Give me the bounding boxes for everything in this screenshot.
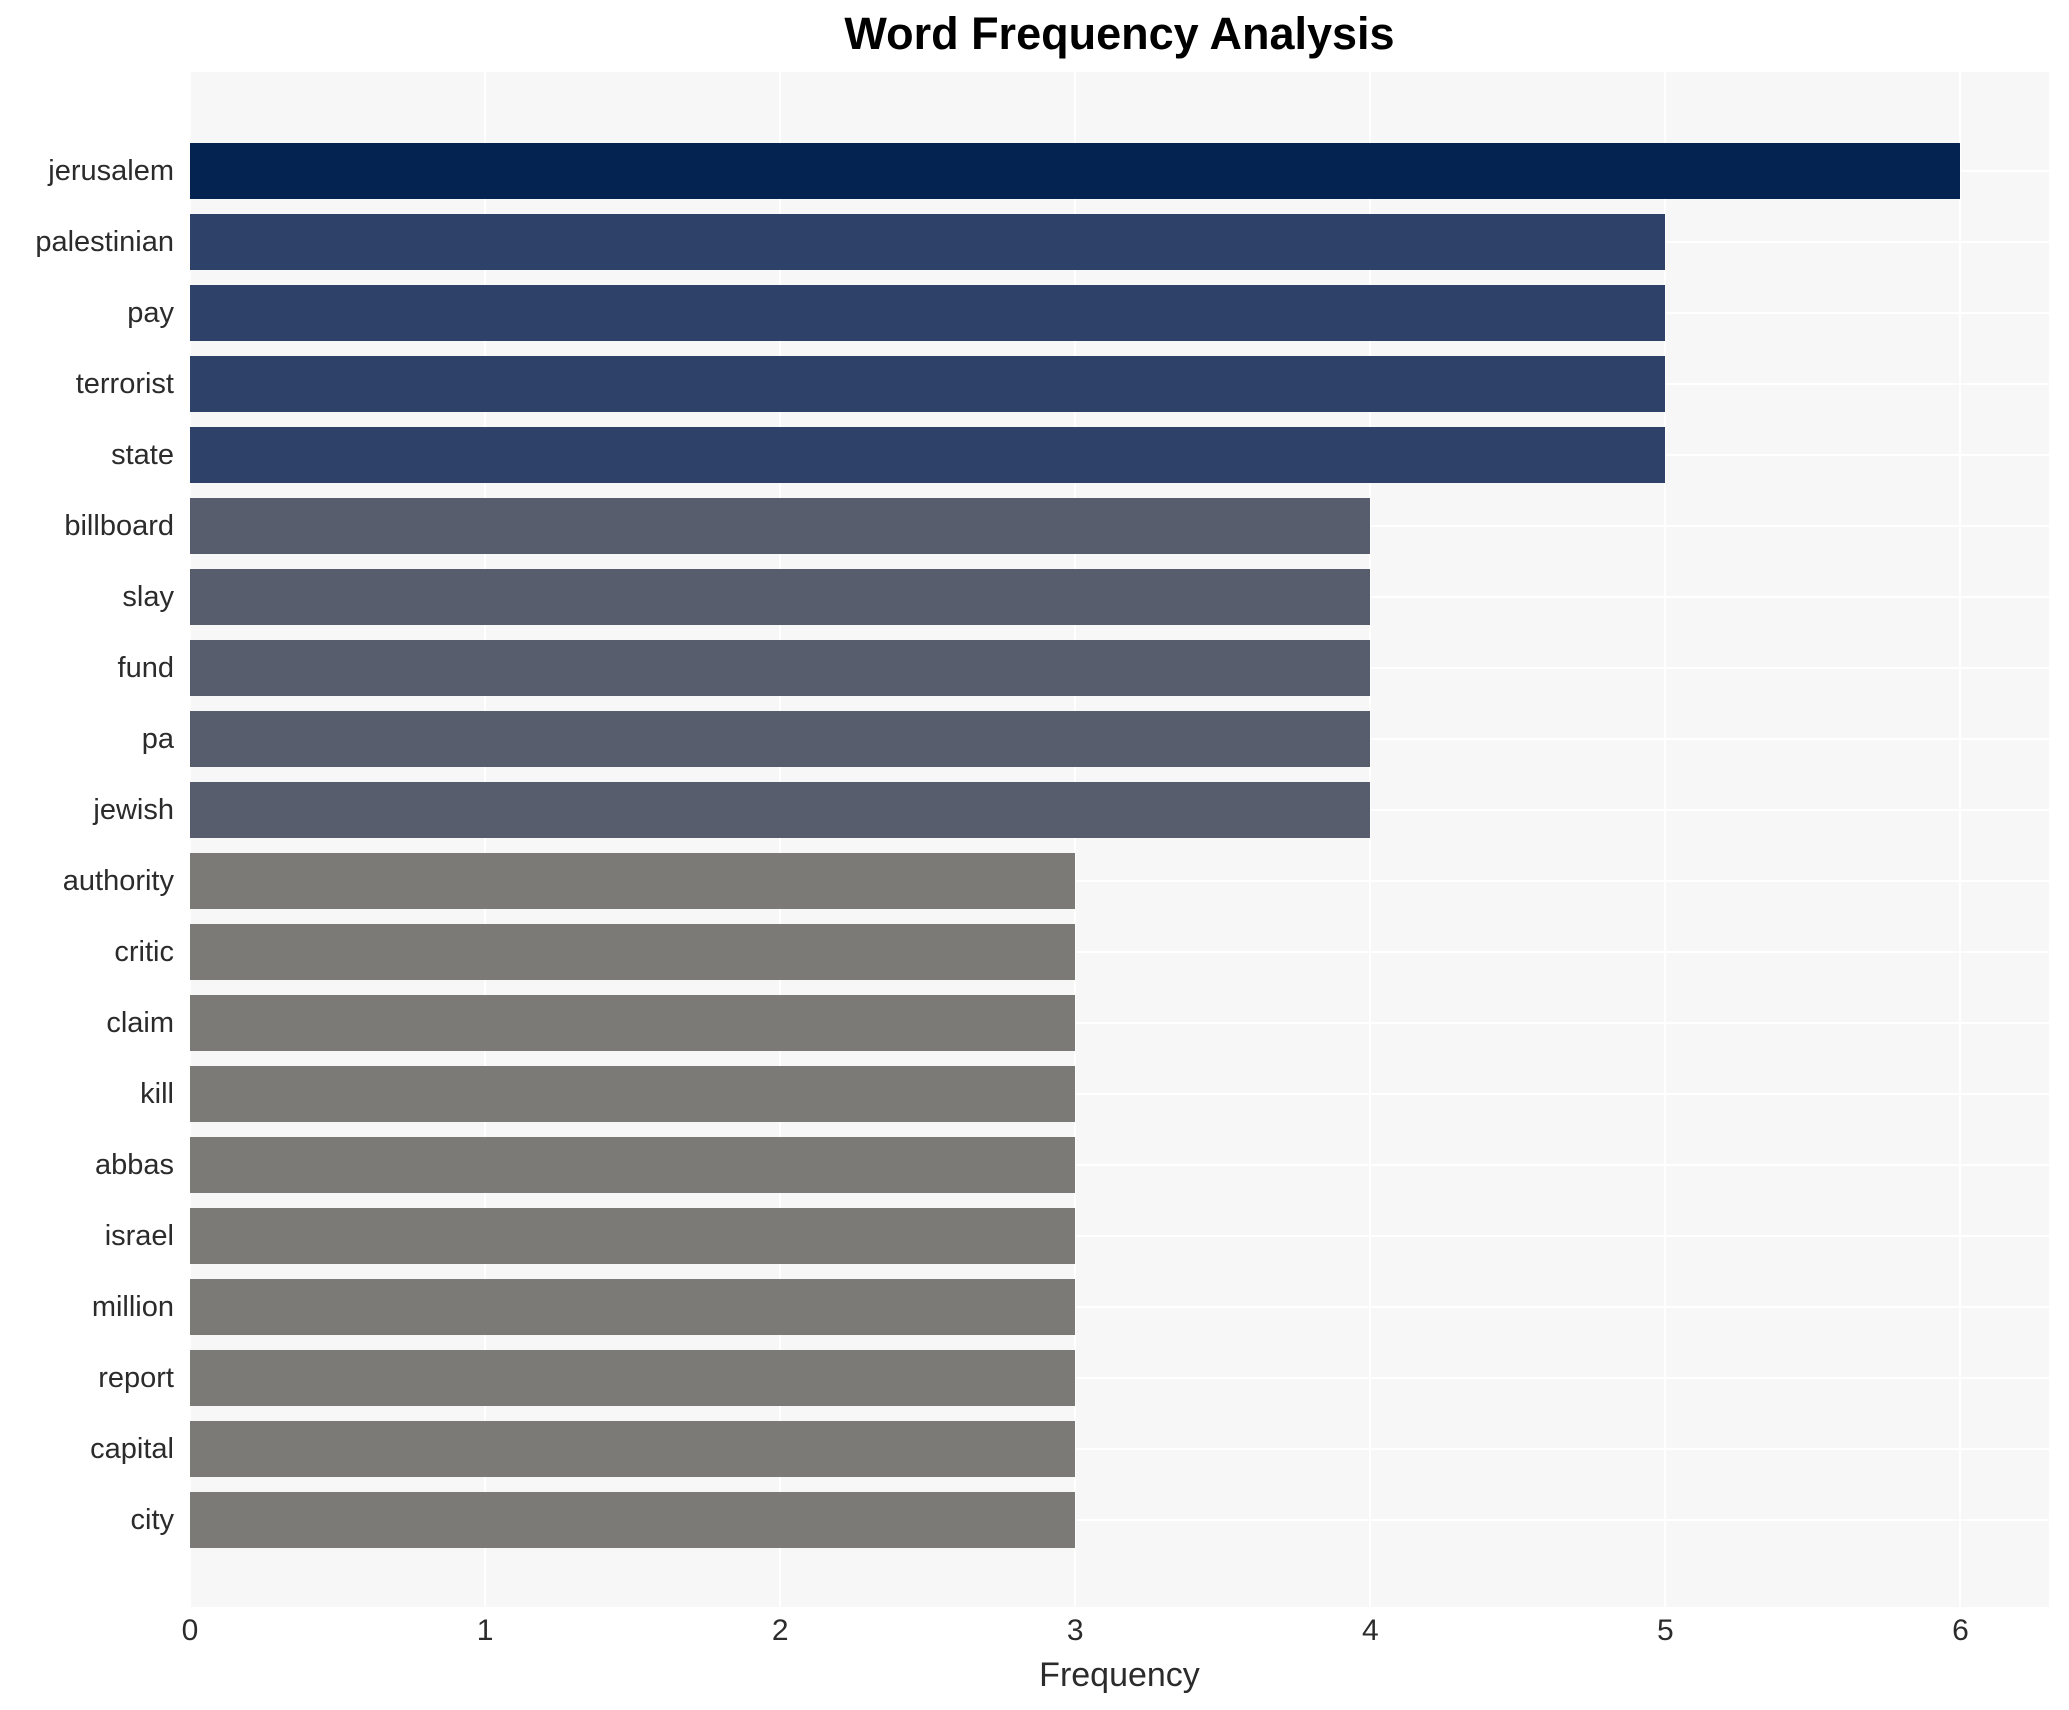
y-label-palestinian: palestinian (35, 226, 174, 258)
y-label-billboard: billboard (64, 510, 174, 542)
bar-row-palestinian (190, 207, 2049, 278)
x-axis-tick-labels: 0 1 2 3 4 5 6 (182, 1614, 2049, 1656)
horizontal-gridline (190, 1164, 2049, 1166)
y-label-slay: slay (122, 581, 174, 613)
y-label-israel: israel (104, 1220, 174, 1252)
horizontal-gridline (190, 1235, 2049, 1237)
horizontal-gridline (190, 1377, 2049, 1379)
bar-row-abbas (190, 1130, 2049, 1201)
horizontal-gridline (190, 1519, 2049, 1521)
x-tick-0: 0 (181, 1614, 199, 1647)
bar-slay (190, 569, 1371, 625)
bar-row-authority (190, 846, 2049, 917)
bar-row-billboard (190, 491, 2049, 562)
bar-state (190, 427, 1666, 483)
bar-report (190, 1350, 1076, 1406)
bar-row-jerusalem (190, 136, 2049, 207)
bar-palestinian (190, 214, 1666, 270)
bar-million (190, 1279, 1076, 1335)
vertical-gridline-2 (779, 72, 782, 1607)
vertical-gridline-5 (1664, 72, 1667, 1607)
bar-row-report (190, 1343, 2049, 1414)
x-tick-4: 4 (1361, 1614, 1379, 1647)
horizontal-gridline (190, 951, 2049, 953)
horizontal-gridline (190, 1448, 2049, 1450)
x-tick-1: 1 (476, 1614, 494, 1647)
bar-row-million (190, 1272, 2049, 1343)
bar-kill (190, 1066, 1076, 1122)
horizontal-gridline (190, 1306, 2049, 1308)
y-label-pa: pa (141, 723, 174, 755)
y-label-critic: critic (114, 936, 174, 968)
chart-title: Word Frequency Analysis (844, 8, 1395, 59)
bar-pa (190, 711, 1371, 767)
bar-capital (190, 1421, 1076, 1477)
bar-terrorist (190, 356, 1666, 412)
bar-rows (190, 136, 2049, 1556)
bar-row-pa (190, 704, 2049, 775)
vertical-gridline-3 (1074, 72, 1077, 1607)
horizontal-gridline (190, 1093, 2049, 1095)
vertical-gridline-0 (189, 72, 191, 1607)
y-label-jerusalem: jerusalem (48, 155, 174, 187)
bar-critic (190, 924, 1076, 980)
y-label-pay: pay (127, 297, 174, 329)
y-label-authority: authority (62, 865, 174, 897)
y-label-claim: claim (106, 1007, 174, 1039)
vertical-gridline-1 (484, 72, 487, 1607)
bar-row-kill (190, 1059, 2049, 1130)
vertical-gridline-4 (1369, 72, 1372, 1607)
horizontal-gridline (190, 880, 2049, 882)
bar-jerusalem (190, 143, 1961, 199)
y-label-terrorist: terrorist (75, 368, 174, 400)
y-label-kill: kill (140, 1078, 174, 1110)
bar-row-jewish (190, 775, 2049, 846)
x-tick-5: 5 (1657, 1614, 1674, 1647)
bar-row-fund (190, 633, 2049, 704)
x-tick-2: 2 (771, 1614, 789, 1647)
y-label-abbas: abbas (94, 1149, 174, 1181)
bar-billboard (190, 498, 1371, 554)
bar-row-slay (190, 562, 2049, 633)
y-label-report: report (98, 1362, 174, 1394)
x-tick-3: 3 (1066, 1614, 1084, 1647)
plot-area (189, 72, 2049, 1607)
bar-fund (190, 640, 1371, 696)
bar-row-city (190, 1485, 2049, 1556)
x-tick-6: 6 (1952, 1614, 1969, 1647)
y-label-million: million (91, 1291, 174, 1323)
horizontal-gridline (190, 1022, 2049, 1024)
x-axis-label: Frequency (1039, 1656, 1200, 1694)
bar-abbas (190, 1137, 1076, 1193)
y-label-city: city (130, 1504, 175, 1536)
y-label-state: state (111, 439, 174, 471)
y-axis-category-labels: jerusalem palestinian pay terrorist state bil… (0, 136, 174, 1556)
y-label-capital: capital (90, 1433, 174, 1465)
vertical-gridline-6 (1959, 72, 1962, 1607)
bar-row-capital (190, 1414, 2049, 1485)
bar-pay (190, 285, 1666, 341)
bar-claim (190, 995, 1076, 1051)
bar-row-critic (190, 917, 2049, 988)
bar-israel (190, 1208, 1076, 1264)
bar-row-israel (190, 1201, 2049, 1272)
bar-authority (190, 853, 1076, 909)
bar-row-state (190, 420, 2049, 491)
bar-row-pay (190, 278, 2049, 349)
bar-city (190, 1492, 1076, 1548)
bar-row-claim (190, 988, 2049, 1059)
y-label-fund: fund (117, 652, 174, 684)
y-label-jewish: jewish (93, 794, 174, 826)
bar-jewish (190, 782, 1371, 838)
bar-row-terrorist (190, 349, 2049, 420)
